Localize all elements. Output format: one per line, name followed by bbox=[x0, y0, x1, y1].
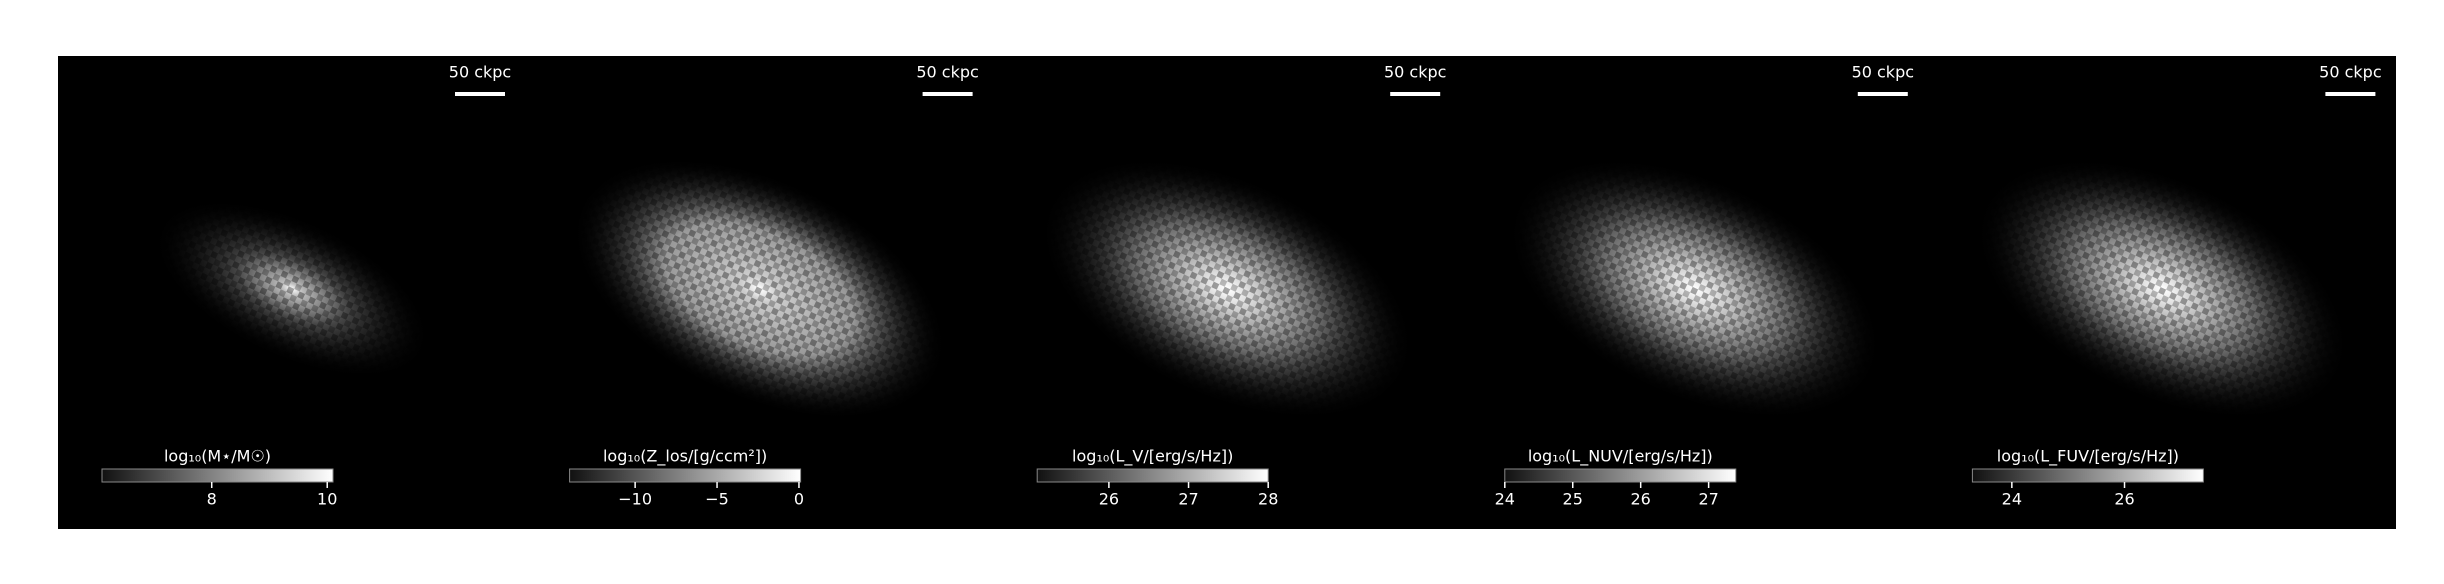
colorbar-tick-label: 24 bbox=[2002, 490, 2022, 509]
colorbar-tick-label: −10 bbox=[618, 490, 652, 509]
image-texture bbox=[572, 158, 947, 420]
colorbar-tick-label: 0 bbox=[794, 490, 804, 509]
panel: 50 ckpc log₁₀(L_FUV/[erg/s/Hz]) 24 26 bbox=[1971, 63, 2382, 509]
colorbar bbox=[1504, 468, 1737, 483]
image-texture bbox=[1975, 158, 2350, 420]
colorbar-tick-label: 27 bbox=[1178, 490, 1198, 509]
image-texture bbox=[1040, 158, 1415, 420]
colorbar-tick-label: 10 bbox=[317, 490, 337, 509]
colorbar-label: log₁₀(Z_los/[g/ccm²]) bbox=[603, 447, 767, 467]
panel: 50 ckpc log₁₀(M⋆/M☉) 8 10 bbox=[101, 63, 511, 509]
colorbar-tick-label: 26 bbox=[1099, 490, 1119, 509]
colorbar-label: log₁₀(L_FUV/[erg/s/Hz]) bbox=[1997, 447, 2179, 467]
colorbar bbox=[1036, 468, 1269, 483]
panel: 50 ckpc log₁₀(L_V/[erg/s/Hz]) 26 27 28 bbox=[1036, 63, 1446, 509]
colorbar-tick-label: 27 bbox=[1698, 490, 1718, 509]
image-texture bbox=[1507, 158, 1882, 420]
scale-bar-label: 50 ckpc bbox=[1384, 63, 1446, 82]
scale-bar-label: 50 ckpc bbox=[449, 63, 511, 82]
colorbar-label: log₁₀(L_NUV/[erg/s/Hz]) bbox=[1528, 447, 1713, 467]
colorbar-label: log₁₀(L_V/[erg/s/Hz]) bbox=[1072, 447, 1233, 467]
colorbar-tick-label: −5 bbox=[705, 490, 729, 509]
colorbar bbox=[569, 468, 802, 483]
scale-bar-label: 50 ckpc bbox=[1852, 63, 1914, 82]
panel: 50 ckpc log₁₀(L_NUV/[erg/s/Hz]) 24 25 26 27 bbox=[1495, 63, 1914, 509]
colorbar-tick-label: 28 bbox=[1258, 490, 1278, 509]
colorbar-tick-label: 26 bbox=[1631, 490, 1651, 509]
scale-bar-label: 50 ckpc bbox=[916, 63, 978, 82]
image-texture bbox=[152, 199, 432, 379]
colorbar bbox=[101, 468, 334, 483]
colorbar-tick-label: 26 bbox=[2114, 490, 2134, 509]
colorbar-label: log₁₀(M⋆/M☉) bbox=[164, 447, 271, 466]
colorbar-tick-label: 24 bbox=[1495, 490, 1515, 509]
scale-bar-label: 50 ckpc bbox=[2319, 63, 2381, 82]
colorbar-tick-label: 8 bbox=[207, 490, 217, 509]
colorbar bbox=[1971, 468, 2204, 483]
panel: 50 ckpc log₁₀(Z_los/[g/ccm²]) −10 −5 0 bbox=[569, 63, 979, 509]
colorbar-tick-label: 25 bbox=[1563, 490, 1583, 509]
